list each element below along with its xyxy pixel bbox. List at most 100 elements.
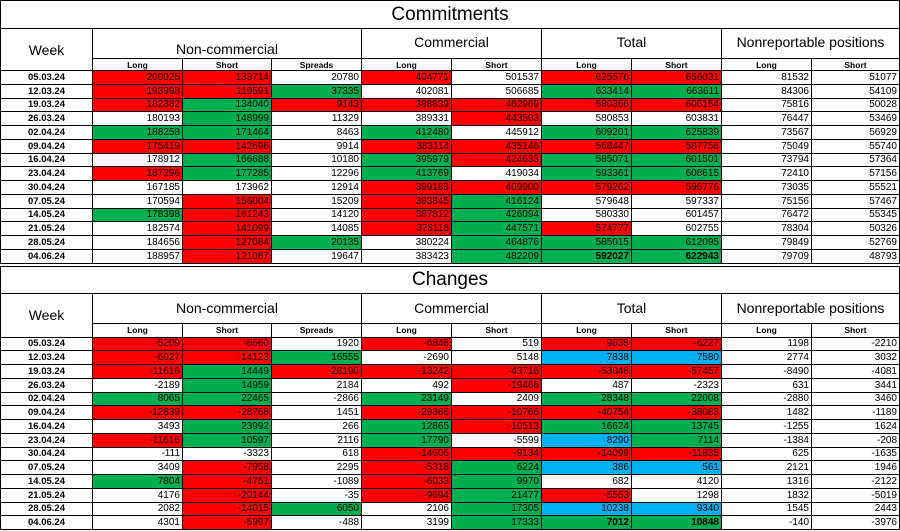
noncommercial-spreads-header: Spreads bbox=[272, 59, 362, 71]
noncommercial-spreads-value: 9143 bbox=[272, 98, 362, 113]
commercial-short-value: 9970 bbox=[452, 475, 542, 489]
total-long-value: 593361 bbox=[542, 167, 632, 181]
week-date: 02.04.24 bbox=[1, 392, 93, 407]
nonreportable-long-value: -1255 bbox=[722, 420, 812, 434]
noncommercial-long-value: 200025 bbox=[93, 71, 183, 85]
noncommercial-long-value: -111 bbox=[93, 447, 183, 462]
nonreportable-short-value: 54109 bbox=[812, 84, 900, 99]
noncommercial-long-header: Long bbox=[93, 59, 183, 71]
total-short-value: 625839 bbox=[632, 126, 722, 140]
noncommercial-spreads-value: -35 bbox=[272, 488, 362, 503]
total-short-value: 663611 bbox=[632, 84, 722, 99]
total-short-value: 13745 bbox=[632, 420, 722, 434]
commercial-long-value: 388839 bbox=[362, 98, 452, 113]
commercial-long-value: 378118 bbox=[362, 222, 452, 236]
noncommercial-spreads-value: 2295 bbox=[272, 461, 362, 475]
nonreportable-short-value: -208 bbox=[812, 433, 900, 448]
noncommercial-short-value: 23992 bbox=[183, 420, 272, 434]
commercial-long-value: -6848 bbox=[362, 337, 452, 352]
commercial-short-value: 416124 bbox=[452, 194, 542, 209]
noncommercial-short-value: 134040 bbox=[183, 98, 272, 113]
commercial-long-value: 395979 bbox=[362, 153, 452, 168]
noncommercial-spreads-value: -1089 bbox=[272, 475, 362, 489]
noncommercial-short-value: -6660 bbox=[183, 337, 272, 352]
commercial-short-value: -10766 bbox=[452, 406, 542, 420]
week-date: 21.05.24 bbox=[1, 222, 93, 236]
week-date: 14.05.24 bbox=[1, 208, 93, 223]
noncommercial-header: Non-commercial bbox=[93, 29, 362, 59]
total-long-value: 609201 bbox=[542, 126, 632, 140]
total-short-value: 601501 bbox=[632, 153, 722, 168]
week-date: 30.04.24 bbox=[1, 447, 93, 462]
noncommercial-spreads-value: 14120 bbox=[272, 208, 362, 223]
commercial-short-value: 443503 bbox=[452, 112, 542, 126]
total-short-value: 10848 bbox=[632, 516, 722, 530]
commercial-short-value: 445912 bbox=[452, 126, 542, 140]
week-date: 04.06.24 bbox=[1, 516, 93, 530]
commercial-short-value: 5148 bbox=[452, 351, 542, 365]
commercial-long-value: -5318 bbox=[362, 461, 452, 475]
total-short-header: Short bbox=[632, 59, 722, 71]
noncommercial-short-header: Short bbox=[183, 59, 272, 71]
commercial-long-value: 389331 bbox=[362, 112, 452, 126]
week-date: 23.04.24 bbox=[1, 433, 93, 448]
commercial-long-value: -13242 bbox=[362, 365, 452, 379]
nonreportable-long-value: 1545 bbox=[722, 502, 812, 517]
commercial-header: Commercial bbox=[362, 29, 542, 59]
commercial-short-value: 501537 bbox=[452, 71, 542, 85]
week-date: 28.05.24 bbox=[1, 502, 93, 517]
noncommercial-short-value: 14449 bbox=[183, 365, 272, 379]
nonreportable-long-value: 2121 bbox=[722, 461, 812, 475]
noncommercial-spreads-value: 12296 bbox=[272, 167, 362, 181]
total-short-value: 596776 bbox=[632, 181, 722, 195]
noncommercial-spreads-value: 9914 bbox=[272, 139, 362, 154]
total-long-value: 580330 bbox=[542, 208, 632, 223]
noncommercial-long-value: 7804 bbox=[93, 475, 183, 489]
commercial-long-value: 404771 bbox=[362, 71, 452, 85]
nonreportable-long-value: 76472 bbox=[722, 208, 812, 223]
nonreportable-header: Nonreportable positions bbox=[722, 293, 900, 324]
nonreportable-long-value: 81532 bbox=[722, 71, 812, 85]
nonreportable-long-header: Long bbox=[722, 59, 812, 71]
total-long-value: 585015 bbox=[542, 236, 632, 250]
commercial-short-value: 447571 bbox=[452, 222, 542, 236]
nonreportable-short-value: 1946 bbox=[812, 461, 900, 475]
noncommercial-long-value: -11616 bbox=[93, 365, 183, 379]
total-short-value: 9340 bbox=[632, 502, 722, 517]
total-long-value: 7838 bbox=[542, 351, 632, 365]
total-long-value: 16624 bbox=[542, 420, 632, 434]
total-long-value: 7012 bbox=[542, 516, 632, 530]
commercial-short-header: Short bbox=[452, 59, 542, 71]
noncommercial-long-value: 175419 bbox=[93, 139, 183, 154]
nonreportable-short-value: 3460 bbox=[812, 392, 900, 407]
nonreportable-long-value: -2880 bbox=[722, 392, 812, 407]
week-date: 02.04.24 bbox=[1, 126, 93, 140]
nonreportable-long-value: 78304 bbox=[722, 222, 812, 236]
noncommercial-spreads-value: 14085 bbox=[272, 222, 362, 236]
noncommercial-short-value: -4761 bbox=[183, 475, 272, 489]
total-short-value: -2323 bbox=[632, 378, 722, 393]
week-date: 26.03.24 bbox=[1, 378, 93, 393]
total-long-value: 28348 bbox=[542, 392, 632, 407]
nonreportable-short-value: 48793 bbox=[812, 249, 900, 264]
commercial-short-value: 6224 bbox=[452, 461, 542, 475]
noncommercial-short-value: -3323 bbox=[183, 447, 272, 462]
nonreportable-short-header: Short bbox=[812, 323, 900, 338]
nonreportable-short-value: 3441 bbox=[812, 378, 900, 393]
commercial-long-value: 383114 bbox=[362, 139, 452, 154]
commercial-short-value: 435146 bbox=[452, 139, 542, 154]
total-header: Total bbox=[542, 293, 722, 324]
noncommercial-long-value: 3409 bbox=[93, 461, 183, 475]
nonreportable-short-value: -1635 bbox=[812, 447, 900, 462]
noncommercial-short-value: 148999 bbox=[183, 112, 272, 126]
commercial-long-value: 492 bbox=[362, 378, 452, 393]
week-date: 30.04.24 bbox=[1, 181, 93, 195]
total-long-value: 585071 bbox=[542, 153, 632, 168]
total-short-value: 612095 bbox=[632, 236, 722, 250]
total-long-value: -14099 bbox=[542, 447, 632, 462]
total-header: Total bbox=[542, 29, 722, 59]
noncommercial-spreads-value: 12914 bbox=[272, 181, 362, 195]
noncommercial-spreads-value: 11329 bbox=[272, 112, 362, 126]
nonreportable-short-value: 56929 bbox=[812, 126, 900, 140]
